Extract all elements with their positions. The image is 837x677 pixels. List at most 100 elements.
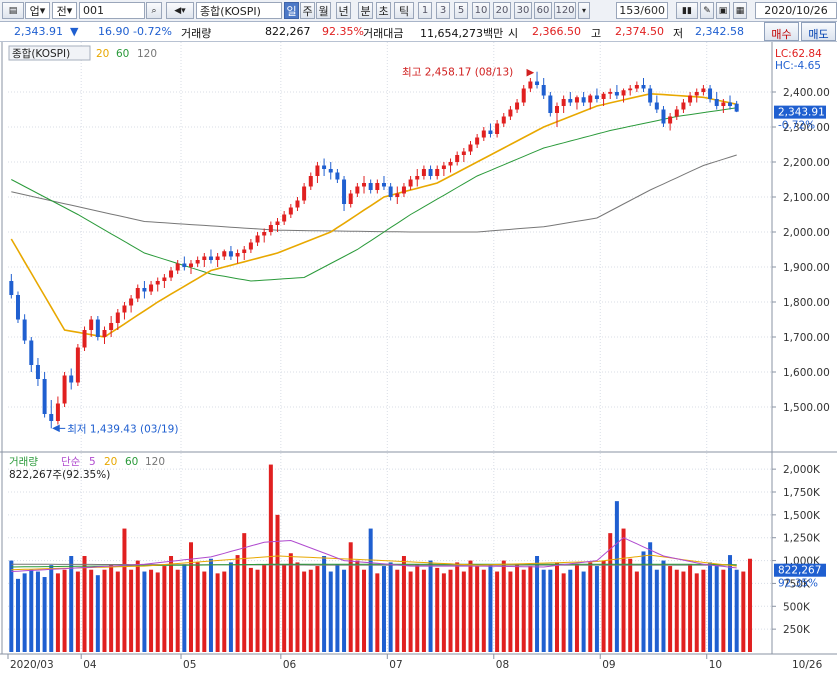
price-change-pct: -0.72% [133,25,172,38]
volume-bar [628,558,633,652]
candle-body [448,162,453,166]
volume-bar [208,558,213,652]
ma20-path [10,92,737,338]
volume-bar [155,572,160,652]
date-field[interactable]: 2020/10/26 [755,2,837,19]
volume-bar [741,571,746,652]
candle-body [9,281,14,295]
buy-button[interactable]: 매수 [764,22,799,41]
volume-bar [89,569,94,652]
volume-tick-label: 750K [783,578,811,590]
volume-bar [95,575,100,652]
bar-count-value: 153 [619,4,641,17]
volume-bar [215,573,220,652]
candle-body [109,323,114,330]
candle-body [295,200,300,208]
candle-body [408,179,413,187]
period-tab-second[interactable]: 초 [376,2,391,19]
interval-10[interactable]: 10 [472,2,490,19]
candle-body [548,95,553,113]
candle-type-icon[interactable]: ▮▮ [676,2,698,19]
volume-ma-lines [11,537,737,572]
low-annotation: 최저 1,439.43 (03/19) [67,423,178,435]
search-icon[interactable]: ⌕ [146,2,162,19]
quote-bar: 2,343.91 ▼ 16.90 -0.72% 거래량 822,267 92.3… [0,22,837,42]
candle-body [728,102,733,106]
candle-body [22,319,27,341]
volume-bar [668,566,673,652]
price-tick-label: 1,600.00 [783,367,830,379]
candle-body [228,251,233,257]
chart-area[interactable]: 2,400.00 2,300.00 2,200.00 2,100.00 2,000.00… [0,42,837,677]
period-tab-minute[interactable]: 분 [358,2,373,19]
price-legend-ma120: 120 [137,48,157,60]
interval-60[interactable]: 60 [534,2,552,19]
x-tick-label: 2020/03 [10,659,54,671]
amount-label: 거래대금 [363,27,404,40]
interval-20[interactable]: 20 [493,2,511,19]
price-legend-ma20: 20 [96,48,109,60]
volume-bar [641,551,646,652]
candle-body [142,288,147,292]
period-tab-month[interactable]: 월 [316,2,331,19]
candle-body [568,99,573,103]
ma60-path [11,107,737,282]
sell-button[interactable]: 매도 [801,22,836,41]
candle-body [721,102,726,106]
volume-bar [395,569,400,652]
candle-body [535,81,540,85]
candle-body [541,85,546,96]
market-scope-select[interactable]: 전 ▾ [52,2,77,19]
volume-bar [621,528,626,652]
candle-body [242,249,247,253]
candle-body [555,106,559,113]
volume-bar [461,571,466,652]
interval-5[interactable]: 5 [454,2,468,19]
candle-body [322,165,327,169]
price-legend-box[interactable] [8,45,91,61]
candle-body [614,92,619,96]
candle-body [155,281,160,285]
market-selector[interactable]: ▤ [2,2,24,19]
candle-body [701,88,706,92]
period-tab-year[interactable]: 년 [336,2,351,19]
interval-3[interactable]: 3 [436,2,450,19]
period-tab-tick[interactable]: 틱 [394,2,414,19]
price-tick-label: 1,900.00 [783,262,830,274]
volume-bar [688,564,693,652]
calendar-icon[interactable]: ▦ [733,2,747,19]
volume-bar [322,556,327,652]
volume-tick-label: 1,750K [783,487,821,499]
interval-120[interactable]: 120 [554,2,576,19]
volume-bar [328,571,333,652]
speaker-icon[interactable]: ◀▾ [166,2,194,19]
x-axis-labels: 2020/03 04 05 06 07 08 09 10 10/26 [10,659,823,671]
toolbar: ▤ 업 ▾ 전 ▾ 001 ⌕ ◀▾ 종합(KOSPI) 일 주 월 년 분 초 틱… [0,0,837,22]
code-input[interactable]: 001 [79,2,145,19]
candle-body [694,92,699,96]
candle-body [315,165,320,176]
volume-bar [555,562,559,652]
candle-body [255,235,260,243]
high-arrow-icon [526,68,535,77]
volume-bar [408,571,413,652]
x-tick-label: 05 [183,659,196,671]
volume-bar [714,566,719,652]
price-legend-ma60: 60 [116,48,129,60]
bar-count-field[interactable]: 153/600 [616,2,668,19]
candle-body [149,284,154,292]
save-icon[interactable]: ▣ [716,2,730,19]
candle-body [122,305,127,313]
volume-label: 거래량 [181,27,212,40]
candle-body [348,193,353,204]
interval-30[interactable]: 30 [514,2,532,19]
period-label-week: 주 [302,4,313,18]
period-tab-day[interactable]: 일 [284,2,299,19]
market-type-select[interactable]: 업 ▾ [25,2,50,19]
draw-tool-icon[interactable]: ✎ [700,2,714,19]
interval-more-button[interactable]: ▾ [578,2,590,19]
volume-bar [288,553,293,652]
period-tab-week[interactable]: 주 [300,2,315,19]
candle-body [62,375,67,404]
interval-1[interactable]: 1 [418,2,432,19]
